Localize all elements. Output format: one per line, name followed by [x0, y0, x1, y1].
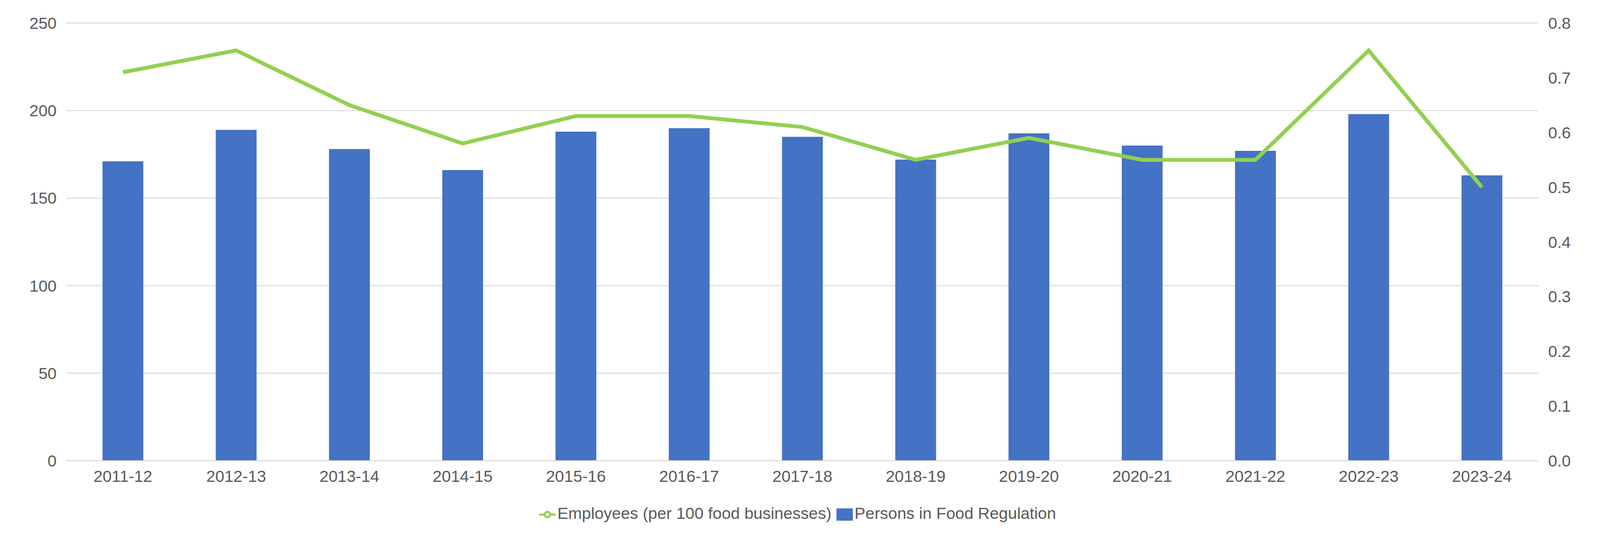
svg-text:2020-21: 2020-21 [1112, 466, 1173, 485]
svg-text:0.7: 0.7 [1548, 68, 1571, 87]
html-text:Persons in Food Regulation: Persons in Food Regulation [854, 503, 1057, 522]
svg-text:100: 100 [29, 276, 57, 295]
svg-text:2013-14: 2013-14 [319, 466, 380, 485]
svg-text:2017-18: 2017-18 [772, 466, 833, 485]
svg-text:200: 200 [29, 101, 57, 120]
svg-text:2018-19: 2018-19 [885, 466, 946, 485]
svg-text:2014-15: 2014-15 [432, 466, 493, 485]
svg-text:0: 0 [47, 451, 57, 470]
svg-text:50: 50 [38, 363, 57, 383]
html-text:Employees (per 100 food busine: Employees (per 100 food businesses) [557, 503, 832, 522]
svg-text:250: 250 [29, 13, 57, 33]
svg-text:2015-16: 2015-16 [545, 466, 607, 485]
svg-text:2016-17: 2016-17 [659, 466, 720, 485]
svg-text:2012-13: 2012-13 [206, 466, 267, 485]
svg-text:0.1: 0.1 [1548, 396, 1571, 415]
svg-text:0.5: 0.5 [1548, 178, 1571, 197]
svg-text:0.2: 0.2 [1548, 341, 1571, 361]
svg-text:0.4: 0.4 [1548, 232, 1571, 252]
svg-text:0.3: 0.3 [1548, 287, 1571, 306]
svg-text:2019-20: 2019-20 [998, 466, 1059, 485]
svg-text:2021-22: 2021-22 [1225, 466, 1286, 485]
svg-text:0.0: 0.0 [1548, 451, 1571, 470]
svg-text:2022-23: 2022-23 [1338, 466, 1399, 485]
svg-text:0.6: 0.6 [1548, 123, 1571, 142]
svg-text:2023-24: 2023-24 [1452, 466, 1513, 485]
svg-text:0.8: 0.8 [1548, 13, 1571, 33]
svg-text:2011-12: 2011-12 [93, 466, 153, 485]
svg-text:150: 150 [29, 188, 57, 207]
